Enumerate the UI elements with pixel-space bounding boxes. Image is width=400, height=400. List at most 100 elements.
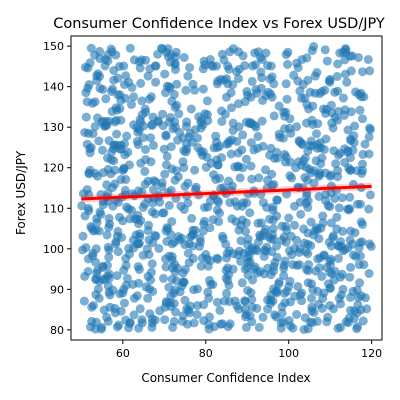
data-point-1079	[241, 322, 251, 332]
data-point-520	[102, 230, 112, 240]
data-point-589	[157, 182, 167, 192]
data-point-918	[155, 306, 165, 316]
data-point-512	[144, 235, 154, 245]
data-point-268	[350, 121, 360, 131]
data-point-1139	[104, 136, 114, 146]
data-point-907	[90, 121, 100, 131]
data-point-984	[144, 220, 153, 230]
data-point-584	[338, 284, 348, 294]
data-point-858	[349, 314, 359, 323]
data-point-35	[101, 94, 111, 104]
data-point-791	[318, 211, 328, 221]
data-point-118	[159, 144, 169, 154]
data-point-848	[253, 237, 263, 247]
data-point-1057	[247, 119, 257, 129]
data-point-523	[280, 288, 290, 298]
data-point-259	[247, 174, 257, 184]
data-point-1046	[91, 225, 101, 235]
data-point-974	[93, 284, 103, 294]
data-point-688	[217, 319, 227, 329]
data-point-994	[223, 79, 233, 89]
data-point-880	[147, 259, 157, 269]
data-point-419	[363, 55, 373, 64]
data-point-243	[124, 323, 134, 333]
plot-area-frame	[70, 35, 383, 341]
x-tick-label-120: 120	[361, 347, 382, 360]
data-point-992	[105, 219, 115, 229]
data-point-738	[325, 284, 335, 293]
data-point-717	[195, 233, 205, 243]
data-point-1103	[179, 277, 189, 287]
data-point-1119	[322, 56, 332, 66]
data-point-550	[272, 211, 282, 221]
data-point-866	[254, 322, 264, 332]
data-point-1133	[281, 79, 291, 89]
data-point-1090	[204, 320, 214, 330]
data-point-487	[127, 100, 136, 109]
data-point-606	[178, 268, 188, 278]
data-point-330	[123, 147, 133, 157]
data-point-1091	[334, 203, 344, 213]
data-point-852	[324, 237, 334, 247]
data-point-1072	[211, 131, 221, 141]
data-point-1073	[365, 125, 375, 135]
data-point-820	[183, 248, 193, 258]
data-point-656	[215, 208, 224, 218]
data-point-1123	[164, 82, 174, 92]
data-point-1020	[103, 164, 113, 174]
data-point-882	[258, 141, 268, 151]
data-point-8	[282, 94, 292, 104]
data-point-707	[320, 45, 330, 55]
data-point-438	[188, 241, 198, 251]
data-point-257	[312, 129, 321, 139]
data-point-807	[228, 264, 238, 274]
data-point-869	[185, 232, 195, 242]
data-point-1065	[136, 78, 146, 88]
data-point-719	[143, 293, 153, 303]
data-point-924	[183, 305, 193, 315]
data-point-412	[322, 317, 332, 327]
data-point-251	[104, 252, 114, 262]
data-point-82	[246, 161, 256, 171]
data-point-685	[227, 103, 236, 113]
data-point-967	[281, 50, 291, 60]
data-point-1098	[302, 53, 312, 63]
data-point-87	[78, 231, 88, 241]
data-point-715	[290, 291, 300, 301]
data-point-868	[121, 71, 131, 81]
data-point-975	[344, 163, 354, 173]
data-point-777	[179, 163, 189, 173]
data-point-761	[234, 74, 243, 84]
data-point-533	[181, 85, 191, 95]
data-point-1107	[90, 168, 100, 178]
data-point-1013	[161, 160, 171, 170]
data-point-1024	[297, 296, 307, 306]
data-point-1118	[224, 280, 234, 290]
data-point-682	[129, 293, 139, 303]
data-point-1074	[252, 303, 262, 313]
data-point-649	[356, 92, 366, 102]
data-point-1012	[307, 115, 317, 125]
data-point-637	[277, 221, 287, 231]
data-point-376	[263, 304, 273, 314]
data-point-785	[176, 201, 186, 211]
data-point-931	[158, 121, 168, 131]
data-point-1001	[154, 243, 164, 253]
data-point-1052	[147, 119, 157, 129]
data-point-1136	[173, 172, 183, 182]
data-point-976	[304, 260, 314, 270]
data-point-1054	[217, 117, 227, 126]
data-point-1081	[242, 198, 252, 208]
data-point-954	[351, 252, 361, 261]
data-point-1062	[134, 265, 144, 274]
data-point-37	[342, 77, 352, 87]
data-point-1011	[88, 129, 98, 139]
data-point-662	[305, 87, 315, 97]
data-point-518	[222, 288, 231, 298]
data-point-775	[257, 73, 267, 83]
data-point-571	[307, 46, 317, 56]
data-point-1009	[250, 48, 260, 58]
data-point-326	[135, 304, 145, 314]
data-point-572	[125, 43, 135, 53]
